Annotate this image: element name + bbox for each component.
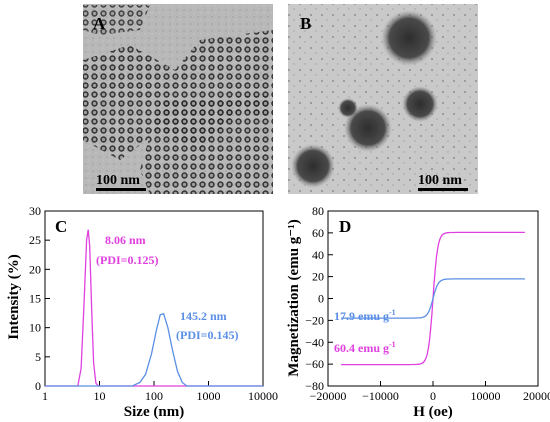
chart-c-xtick-label: 100 bbox=[145, 389, 163, 403]
scale-bar-label-b: 100 nm bbox=[418, 173, 462, 188]
chart-d-xtick-label: 10000 bbox=[471, 389, 501, 403]
chart-c-xtick-label: 10000 bbox=[248, 389, 278, 403]
chart-d-annotation-1-text: 17.9 emu g bbox=[334, 309, 389, 323]
chart-d-ytick-label: −40 bbox=[305, 335, 324, 349]
chart-d-xtick-label: −20000 bbox=[310, 389, 347, 403]
chart-c-ytick-label: 20 bbox=[29, 262, 41, 276]
scale-bar-a bbox=[96, 188, 146, 191]
chart-d-annotation-2: 60.4 emu g-1 bbox=[334, 340, 396, 355]
chart-c-series-2-line bbox=[45, 312, 263, 387]
chart-d-ytick-label: 20 bbox=[312, 270, 324, 284]
chart-d-ytick-label: −60 bbox=[305, 357, 324, 371]
chart-d-ytick-label: 0 bbox=[318, 292, 324, 306]
chart-c-ylabel: Intensity (%) bbox=[6, 254, 22, 339]
panel-letter-c: C bbox=[55, 217, 67, 236]
chart-d-ytick-label: −80 bbox=[305, 379, 324, 393]
panel-letter-a: A bbox=[93, 14, 106, 33]
chart-c-ytick-label: 10 bbox=[29, 321, 41, 335]
chart-c-frame bbox=[44, 210, 264, 387]
chart-d-annotation-2-sup: -1 bbox=[389, 340, 396, 349]
chart-d-xlabel: H (oe) bbox=[413, 404, 453, 420]
chart-c-xtick-label: 1000 bbox=[197, 389, 221, 403]
chart-d-series-2-line bbox=[341, 278, 525, 319]
chart-d-xtick-label: 20000 bbox=[523, 389, 550, 403]
chart-d-xtick-label: 0 bbox=[430, 389, 436, 403]
chart-c-series-1-line bbox=[45, 229, 263, 387]
chart-d-ytick-label: 60 bbox=[312, 226, 324, 240]
chart-d-annotation-1-sup: -1 bbox=[389, 308, 396, 317]
chart-d-ylabel: Magnetization (emu g⁻¹) bbox=[286, 219, 302, 376]
scale-bar-label-a: 100 nm bbox=[96, 173, 140, 188]
chart-c-ytick-label: 5 bbox=[35, 350, 41, 364]
chart-d-annotation-1: 17.9 emu g-1 bbox=[334, 308, 396, 323]
chart-c-annotation-1: 8.06 nm bbox=[105, 233, 146, 247]
chart-c-ytick-label: 15 bbox=[29, 292, 41, 306]
chart-c: C Size (nm) Intensity (%) 8.06 nm (PDI=0… bbox=[6, 204, 278, 420]
chart-d-xtick-label: −10000 bbox=[362, 389, 399, 403]
scale-bar-b bbox=[418, 188, 468, 191]
chart-c-annotation-2: 145.2 nm bbox=[180, 309, 227, 323]
chart-c-xtick-label: 1 bbox=[42, 389, 48, 403]
chart-d-ytick-label: 40 bbox=[312, 248, 324, 262]
chart-d-annotation-2-text: 60.4 emu g bbox=[334, 341, 389, 355]
panel-letter-b: B bbox=[300, 14, 311, 33]
chart-d: D H (oe) Magnetization (emu g⁻¹) 17.9 em… bbox=[286, 204, 550, 420]
chart-d-ytick-label: −20 bbox=[305, 313, 324, 327]
chart-c-xlabel: Size (nm) bbox=[124, 404, 184, 420]
chart-d-ytick-label: 80 bbox=[312, 204, 324, 218]
chart-c-xtick-label: 10 bbox=[94, 389, 106, 403]
chart-c-ytick-label: 25 bbox=[29, 233, 41, 247]
chart-c-ytick-label: 0 bbox=[35, 379, 41, 393]
chart-c-annotation-2-pdi: (PDI=0.145) bbox=[176, 328, 239, 342]
tem-image-a: A 100 nm bbox=[83, 4, 273, 194]
chart-c-annotation-1-pdi: (PDI=0.125) bbox=[96, 253, 159, 267]
panel-letter-d: D bbox=[339, 217, 351, 236]
chart-c-ytick-label: 30 bbox=[29, 204, 41, 218]
tem-image-b: B 100 nm bbox=[288, 4, 478, 194]
